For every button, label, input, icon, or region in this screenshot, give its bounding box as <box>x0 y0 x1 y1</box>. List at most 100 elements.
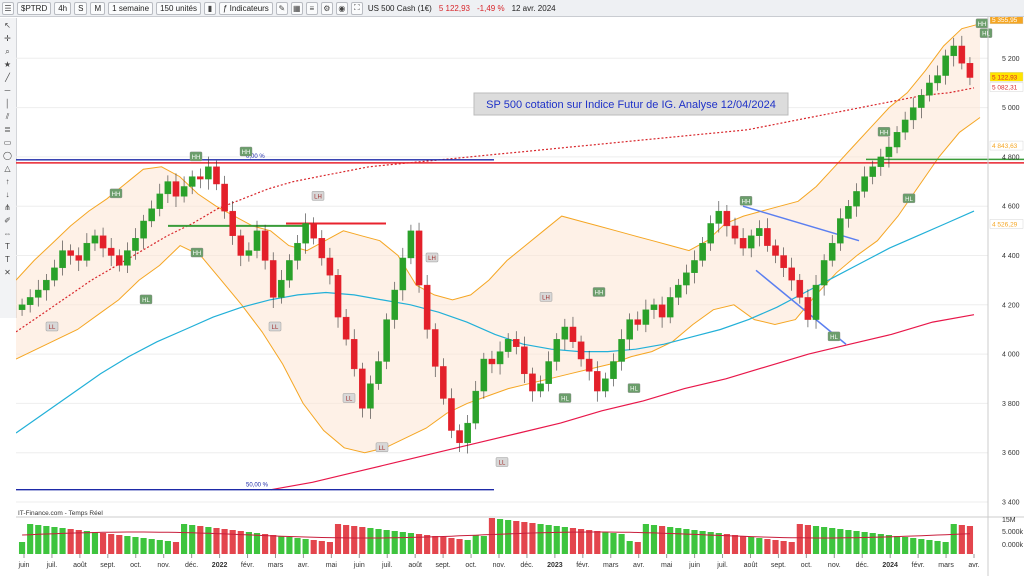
camera-icon[interactable]: ◉ <box>335 1 348 15</box>
volume-bar <box>140 538 147 554</box>
arrow-up-icon[interactable]: ↑ <box>5 177 10 186</box>
candle-body <box>294 242 301 261</box>
candle-type-icon[interactable]: ▮ <box>204 1 216 15</box>
volume-bar <box>861 532 868 554</box>
volume-bar <box>237 531 244 554</box>
delete-icon[interactable]: ✕ <box>4 268 11 277</box>
star-icon[interactable]: ★ <box>3 60 12 69</box>
timeframe-m-button[interactable]: M <box>90 1 106 15</box>
volume-bar <box>594 531 601 554</box>
volume-bar <box>456 539 463 554</box>
crosshair-icon[interactable]: ✛ <box>4 34 11 43</box>
x-axis-label: oct. <box>130 562 141 569</box>
cursor-icon[interactable]: ↖ <box>4 21 11 30</box>
volume-bar <box>650 525 658 554</box>
y-axis-label: 5 000 <box>1002 105 1020 112</box>
note-icon[interactable]: T <box>5 255 10 264</box>
symbol-selector[interactable]: $PTRD <box>17 1 52 15</box>
pitchfork-icon[interactable]: ⋔ <box>4 203 11 212</box>
rectangle-icon[interactable]: ▭ <box>3 138 12 147</box>
annotations: 0,00 % 50,00 % HH HH HH HH LH LH LH HH HH HH HH HL HL H… <box>45 18 993 489</box>
volume-bar <box>788 542 795 554</box>
x-axis-label: sept. <box>100 562 115 569</box>
fibonacci-icon[interactable]: ≣ <box>4 125 11 134</box>
volume-bar <box>966 526 974 554</box>
horizontal-line-icon[interactable]: ─ <box>4 86 11 95</box>
volume-bar <box>391 531 398 554</box>
volume-bar <box>189 525 196 554</box>
price-chart[interactable]: 0,00 % 50,00 % HH HH HH HH LH LH LH HH HH HH HH HL HL H… <box>16 17 1024 576</box>
y-axis-label: 4 400 <box>1002 253 1020 260</box>
timeframe-s-button[interactable]: S <box>74 1 88 15</box>
text-icon[interactable]: T <box>5 242 10 251</box>
vertical-line-icon[interactable]: │ <box>5 99 10 108</box>
draw-icon[interactable]: ✎ <box>275 1 288 15</box>
candle-body <box>861 176 868 192</box>
volume-bar <box>902 537 909 554</box>
volume-axis-label: 5.000k <box>1002 529 1024 536</box>
volume-bar <box>529 523 536 554</box>
price-tag: 5 355,95 <box>992 17 1018 24</box>
x-axis-label: mars <box>938 562 954 569</box>
volume-bar <box>51 527 58 554</box>
volume-bar <box>626 541 633 554</box>
measure-icon[interactable]: ⇔ <box>3 229 12 238</box>
volume-bar <box>553 526 560 554</box>
compare-icon[interactable]: ≡ <box>305 1 318 15</box>
volume-bar <box>869 533 876 554</box>
volume-bar <box>772 540 779 554</box>
volume-bar <box>286 537 293 554</box>
volume-bar <box>893 536 901 554</box>
settings-icon[interactable]: ⚙ <box>320 1 333 15</box>
volume-bar <box>399 532 406 554</box>
triangle-icon[interactable]: △ <box>4 164 11 173</box>
fullscreen-icon[interactable]: ⛶ <box>350 1 363 15</box>
candle-body <box>569 326 577 342</box>
pivot-label: HL <box>905 197 913 203</box>
candle-body <box>658 304 666 318</box>
volume-bar <box>440 537 447 554</box>
y-axis-label: 4 200 <box>1002 302 1020 309</box>
candle-body <box>75 255 83 261</box>
candle-body <box>99 235 107 249</box>
volume-bar <box>221 529 228 554</box>
candle-body <box>942 55 949 76</box>
ellipse-icon[interactable]: ◯ <box>3 151 12 160</box>
pivot-label: HL <box>142 298 150 304</box>
data-source: IT-Finance.com - Temps Réel <box>18 510 103 517</box>
x-axis-label: déc. <box>185 562 198 569</box>
pivot-label: HH <box>595 290 604 296</box>
trend-line-icon[interactable]: ╱ <box>5 73 10 82</box>
volume-bar <box>659 526 666 554</box>
candle-body <box>845 205 852 219</box>
candle-body <box>537 383 544 392</box>
channel-icon[interactable]: ⫽ <box>5 112 10 121</box>
candle-body <box>132 238 139 251</box>
zoom-icon[interactable]: ⌕ <box>5 47 10 56</box>
candle-body <box>456 430 463 444</box>
volume-bar <box>35 525 42 554</box>
pivot-label: LL <box>272 325 279 331</box>
arrow-down-icon[interactable]: ↓ <box>5 190 10 199</box>
volume-bar <box>748 537 755 554</box>
volume-bar <box>942 542 949 554</box>
pivot-marker <box>190 247 204 258</box>
y-axis-label: 4 000 <box>1002 352 1020 359</box>
volume-bar <box>918 539 925 554</box>
candle-body <box>521 346 528 375</box>
volume-bar <box>91 532 99 554</box>
units-dropdown[interactable]: 150 unités <box>156 1 201 15</box>
brush-icon[interactable]: ✐ <box>4 216 11 225</box>
menu-icon[interactable]: ☰ <box>2 1 14 15</box>
layout-icon[interactable]: ▦ <box>290 1 303 15</box>
timeframe-dropdown[interactable]: 1 semaine <box>108 1 154 15</box>
x-axis-label: juin <box>18 562 30 569</box>
candle-body <box>34 289 42 298</box>
timeframe-4h-button[interactable]: 4h <box>54 1 72 15</box>
candle-body <box>43 279 50 291</box>
indicators-button[interactable]: ƒ Indicateurs <box>219 1 273 15</box>
volume-bar <box>691 530 698 554</box>
candle-body <box>67 250 74 256</box>
x-axis-label: nov. <box>828 562 841 569</box>
volume-bar <box>756 538 763 554</box>
